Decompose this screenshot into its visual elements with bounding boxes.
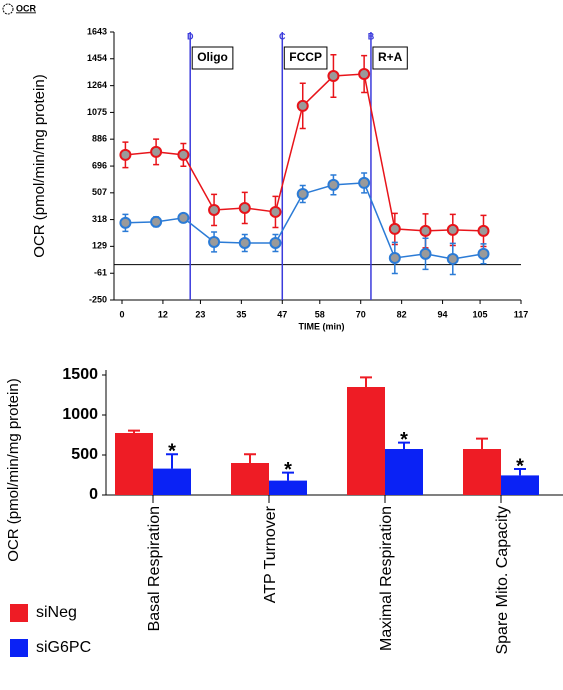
point [177, 148, 190, 161]
point [358, 68, 371, 81]
x-tick-label: 70 [356, 309, 366, 319]
point [477, 224, 490, 237]
error-bar [166, 453, 178, 469]
legend-swatch [10, 604, 28, 622]
point [388, 222, 401, 235]
phase-box [283, 46, 328, 70]
x-tick-label: 47 [277, 309, 287, 319]
point [446, 223, 459, 236]
x-tick-label: 12 [158, 309, 168, 319]
x-axis-label: TIME (min) [299, 321, 345, 331]
error-bar [360, 376, 372, 387]
point [208, 235, 221, 248]
point [419, 224, 432, 237]
point [269, 205, 282, 218]
point [119, 216, 132, 229]
phase-letter: B [368, 31, 375, 41]
error-bar [244, 453, 256, 463]
point [177, 211, 190, 224]
x-tick-label: Maximal Respiration [378, 506, 395, 651]
y-tick-label: 129 [92, 241, 107, 251]
x-tick-label: Spare Mito. Capacity [494, 506, 511, 655]
x-tick-label: ATP Turnover [262, 505, 279, 603]
y-tick-label: 886 [92, 134, 107, 144]
phase-label: FCCP [289, 50, 322, 64]
point [150, 215, 163, 228]
y-axis-label: OCR (pmol/min/mg protein) [5, 378, 22, 561]
point [238, 201, 251, 214]
phase-letter: C [279, 31, 286, 41]
phase-box [191, 46, 234, 70]
y-tick-label: 0 [89, 486, 98, 503]
significance-mark: * [400, 429, 408, 451]
x-tick-label: 0 [119, 309, 124, 319]
y-tick-label: 1643 [87, 26, 107, 36]
bar [463, 449, 501, 495]
error-bar [128, 429, 140, 433]
significance-mark: * [168, 440, 176, 462]
x-tick-label: 58 [315, 309, 325, 319]
bar [115, 433, 153, 495]
y-tick-label: 696 [92, 160, 107, 170]
y-tick-label: 318 [92, 214, 107, 224]
bar [269, 480, 307, 495]
x-tick-label: Basal Respiration [146, 506, 163, 631]
point [358, 176, 371, 189]
point [119, 148, 132, 161]
x-tick-label: 35 [236, 309, 246, 319]
point [477, 247, 490, 260]
bar [153, 468, 191, 495]
point [296, 187, 309, 200]
point [296, 99, 309, 112]
point [419, 247, 432, 260]
error-bar [514, 468, 526, 476]
point [238, 236, 251, 249]
bar [231, 463, 269, 495]
significance-mark: * [516, 455, 524, 477]
legend-label: siG6PC [36, 639, 91, 656]
point [269, 236, 282, 249]
error-bar [398, 441, 410, 449]
y-tick-label: 1500 [62, 366, 98, 383]
phase-label: Oligo [197, 50, 228, 64]
phase-box [372, 46, 408, 70]
point [327, 178, 340, 191]
point [327, 70, 340, 83]
x-tick-label: 94 [438, 309, 448, 319]
y-axis-label: OCR (pmol/min/mg protein) [31, 74, 48, 257]
y-tick-label: -61 [94, 268, 107, 278]
point [446, 252, 459, 265]
error-bar [476, 437, 488, 449]
bar [385, 449, 423, 495]
x-tick-label: 117 [514, 309, 529, 319]
x-tick-label: 105 [473, 309, 488, 319]
point [150, 145, 163, 158]
bar [347, 387, 385, 495]
error-bar [282, 471, 294, 481]
legend-marker [2, 3, 14, 15]
phase-label: R+A [378, 50, 403, 64]
legend-label: OCR [16, 3, 37, 13]
y-tick-label: 1000 [62, 406, 98, 423]
bar [501, 475, 539, 495]
y-tick-label: 1264 [87, 80, 107, 90]
x-tick-label: 82 [397, 309, 407, 319]
y-tick-label: -250 [89, 294, 107, 304]
point [208, 203, 221, 216]
y-tick-label: 507 [92, 187, 107, 197]
legend-swatch [10, 639, 28, 657]
significance-mark: * [284, 459, 292, 481]
x-tick-label: 23 [195, 309, 205, 319]
point [388, 251, 401, 264]
y-tick-label: 1075 [87, 107, 107, 117]
y-tick-label: 500 [71, 446, 98, 463]
legend-label: siNeg [36, 604, 77, 621]
y-tick-label: 1454 [87, 53, 107, 63]
phase-letter: D [187, 31, 194, 41]
